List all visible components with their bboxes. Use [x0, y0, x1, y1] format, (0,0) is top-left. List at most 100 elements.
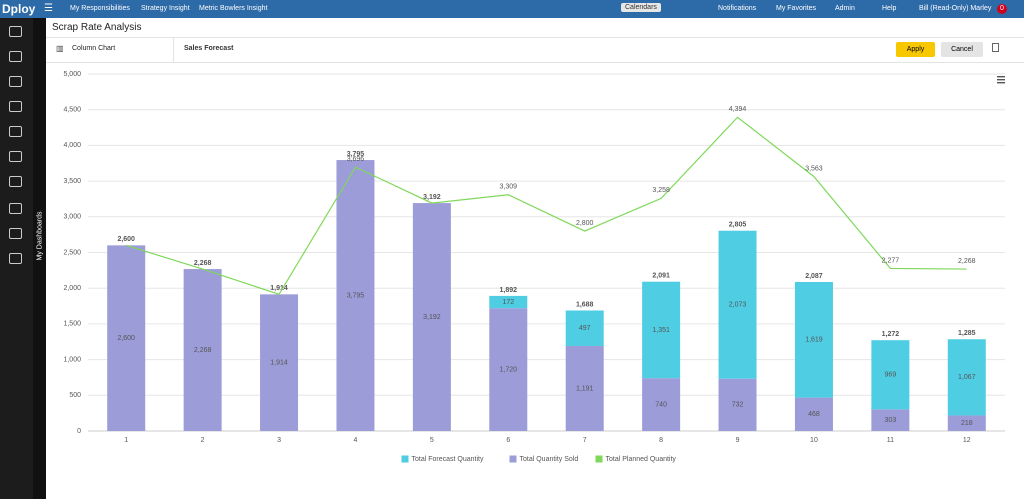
toolbar: ▥ Column Chart Sales Forecast Apply Canc…	[46, 37, 1024, 63]
apply-button[interactable]: Apply	[896, 42, 935, 57]
line-label: 3,309	[500, 184, 518, 191]
x-tick-label: 4	[354, 437, 358, 444]
nav-right[interactable]: Admin	[835, 5, 855, 12]
legend-label: Total Quantity Sold	[520, 456, 579, 463]
nav-icon[interactable]	[9, 26, 22, 37]
nav-icon[interactable]	[9, 253, 22, 264]
chart-menu[interactable]	[997, 76, 1005, 84]
nav-icon[interactable]	[9, 203, 22, 214]
total-label: 1,272	[882, 331, 900, 338]
bar-segment	[565, 345, 604, 431]
line	[126, 116, 967, 296]
nav-right[interactable]: Bill (Read-Only) Marley	[919, 5, 992, 12]
total-label: 3,192	[423, 194, 441, 201]
nav-right[interactable]: My Favorites	[776, 5, 817, 12]
value-label: 468	[808, 411, 820, 418]
legend-swatch	[595, 455, 603, 463]
menu-icon[interactable]: ☰	[44, 3, 53, 14]
value-label: 1,619	[805, 337, 823, 344]
bar-segment	[718, 378, 757, 431]
total-label: 1,285	[958, 330, 976, 337]
bar-segment	[107, 245, 146, 431]
calendars-button[interactable]: Calendars	[621, 3, 661, 12]
legend-swatch	[401, 455, 409, 463]
bar-segment	[412, 203, 451, 431]
nav-right[interactable]: Help	[882, 5, 897, 12]
y-tick-label: 5,000	[63, 71, 81, 78]
nav-icon[interactable]	[9, 101, 22, 112]
x-tick-label: 1	[124, 437, 128, 444]
bar-segment	[489, 308, 528, 431]
bar-segment	[642, 281, 681, 379]
value-label: 497	[579, 325, 591, 332]
chart: 0 500 1,000 1,500 2,000 2,500 3,000 3,500 4,000 4…	[63, 71, 1005, 463]
value-label: 1,067	[958, 374, 976, 381]
y-tick-label: 500	[69, 392, 81, 399]
nav-icon[interactable]	[9, 176, 22, 187]
nav-icon[interactable]	[9, 228, 22, 239]
bar-segment	[871, 409, 910, 431]
bar-segment	[947, 339, 986, 416]
y-tick-label: 3,500	[63, 178, 81, 185]
nav-icon[interactable]	[9, 76, 22, 87]
chart-type[interactable]: Column Chart	[72, 45, 116, 52]
y-tick-label: 2,000	[63, 285, 81, 292]
y-tick-label: 4,500	[63, 107, 81, 114]
line-label: 4,394	[729, 106, 747, 113]
nav-item[interactable]: Strategy Insight	[141, 5, 190, 12]
nav-icon[interactable]	[9, 51, 22, 62]
line-label: 2,268	[958, 258, 976, 265]
value-label: 1,351	[652, 327, 670, 334]
bar-segment	[718, 230, 757, 379]
logo[interactable]: Dploy	[2, 2, 36, 16]
nav-icon[interactable]	[9, 151, 22, 162]
nav-item[interactable]: My Responsibilities	[70, 5, 130, 12]
line-label: 2,277	[882, 257, 900, 264]
bar-segment	[871, 340, 910, 410]
value-label: 969	[885, 372, 897, 379]
navbar: Dploy ☰ My Responsibilities Strategy Ins…	[0, 0, 1024, 18]
legend-label: Total Forecast Quantity	[412, 456, 484, 463]
bar-segment	[794, 281, 833, 398]
bar-segment	[183, 269, 222, 431]
total-label: 2,600	[117, 236, 135, 243]
value-label: 2,073	[729, 302, 747, 309]
total-label: 2,805	[729, 222, 747, 229]
value-label: 740	[655, 401, 667, 408]
nav-icon[interactable]	[9, 126, 22, 137]
y-tick-label: 3,000	[63, 214, 81, 221]
x-tick-label: 6	[506, 437, 510, 444]
value-label: 1,720	[500, 366, 518, 373]
bar-segment	[260, 294, 299, 431]
x-tick-label: 3	[277, 437, 281, 444]
line-label: 3,696	[347, 156, 365, 163]
nav-item[interactable]: Metric Bowlers Insight	[199, 5, 268, 12]
total-label: 2,087	[805, 273, 823, 280]
total-label: 2,091	[652, 273, 670, 280]
bar-segment	[794, 397, 833, 431]
legend-label: Total Planned Quantity	[606, 456, 677, 463]
y-tick-label: 0	[77, 428, 81, 435]
cancel-button[interactable]: Cancel	[941, 42, 983, 57]
badge[interactable]: 0	[997, 4, 1007, 14]
value-label: 303	[885, 417, 897, 424]
value-label: 2,268	[194, 347, 212, 354]
strip-label[interactable]: My Dashboards	[36, 211, 44, 261]
value-label: 3,192	[423, 314, 441, 321]
dashboard-strip: My Dashboards	[33, 18, 46, 499]
y-tick-label: 1,500	[63, 321, 81, 328]
report-name: Sales Forecast	[184, 45, 234, 52]
value-label: 172	[502, 299, 514, 306]
x-tick-label: 2	[201, 437, 205, 444]
page-title: Scrap Rate Analysis	[52, 22, 142, 33]
line-label: 3,258	[652, 187, 670, 194]
nav-right[interactable]: Notifications	[718, 5, 757, 12]
y-tick-label: 2,500	[63, 249, 81, 256]
bar-segment	[336, 160, 375, 432]
value-label: 1,191	[576, 385, 594, 392]
export-icon[interactable]	[992, 43, 999, 52]
sidebar	[0, 18, 33, 499]
value-label: 1,914	[270, 360, 288, 367]
y-tick-label: 4,000	[63, 142, 81, 149]
